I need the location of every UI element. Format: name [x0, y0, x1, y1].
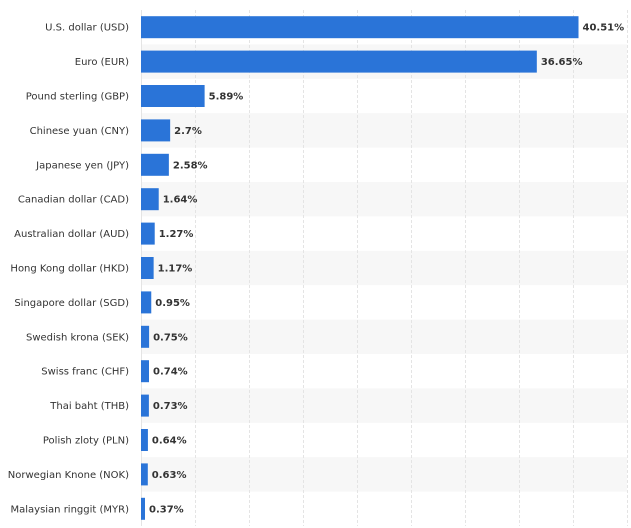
- value-label: 1.27%: [159, 229, 194, 240]
- bar: [141, 188, 159, 211]
- row-band: [141, 457, 627, 492]
- value-label: 36.65%: [541, 57, 583, 68]
- category-label: Japanese yen (JPY): [35, 160, 129, 171]
- value-label: 0.64%: [152, 436, 187, 447]
- bar: [141, 257, 154, 279]
- value-labels: 40.51% 36.65% 5.89% 2.7% 2.58% 1.64% 1.27% 1.17…: [149, 23, 624, 516]
- bar: [141, 153, 169, 176]
- category-label: Hong Kong dollar (HKD): [10, 264, 129, 275]
- bar: [141, 119, 171, 142]
- category-label: Chinese yuan (CNY): [30, 126, 130, 137]
- category-label: Canadian dollar (CAD): [18, 195, 129, 206]
- category-label: Swedish krona (SEK): [26, 332, 129, 343]
- value-label: 5.89%: [209, 92, 244, 103]
- value-label: 0.74%: [153, 367, 188, 378]
- row-band: [141, 388, 627, 423]
- bar: [141, 463, 148, 486]
- value-label: 1.17%: [158, 264, 193, 275]
- bar: [141, 291, 152, 314]
- category-label: Singapore dollar (SGD): [14, 298, 129, 309]
- category-label: Swiss franc (CHF): [41, 367, 129, 378]
- category-label: Polish zloty (PLN): [43, 436, 129, 447]
- category-label: Thai baht (THB): [49, 401, 129, 412]
- bars: [141, 16, 579, 520]
- bar: [141, 50, 537, 73]
- category-label: Norwegian Knone (NOK): [8, 470, 129, 481]
- bar: [141, 497, 145, 520]
- bar: [141, 16, 579, 39]
- category-label: Euro (EUR): [75, 57, 129, 68]
- row-band: [141, 113, 627, 148]
- row-bands: [141, 44, 627, 492]
- value-label: 0.75%: [153, 332, 188, 343]
- category-label: Malaysian ringgit (MYR): [10, 504, 129, 515]
- bar: [141, 360, 149, 383]
- category-label: Australian dollar (AUD): [14, 229, 129, 240]
- value-label: 0.37%: [149, 504, 184, 515]
- value-label: 2.58%: [173, 160, 208, 171]
- value-label: 1.64%: [163, 195, 198, 206]
- bar: [141, 85, 205, 107]
- row-band: [141, 250, 627, 286]
- bar: [141, 325, 150, 348]
- category-label: Pound sterling (GBP): [26, 92, 129, 103]
- value-label: 0.63%: [152, 470, 187, 481]
- category-label: U.S. dollar (USD): [45, 23, 129, 34]
- bar: [141, 394, 149, 417]
- row-band: [141, 182, 627, 217]
- category-labels: U.S. dollar (USD) Euro (EUR) Pound sterlin…: [8, 23, 129, 516]
- value-label: 2.7%: [174, 126, 202, 137]
- bar: [141, 222, 155, 245]
- row-band: [141, 319, 627, 354]
- gridlines: [141, 10, 628, 526]
- value-label: 0.95%: [155, 298, 190, 309]
- value-label: 0.73%: [153, 401, 188, 412]
- value-label: 40.51%: [583, 23, 625, 34]
- bar: [141, 429, 148, 451]
